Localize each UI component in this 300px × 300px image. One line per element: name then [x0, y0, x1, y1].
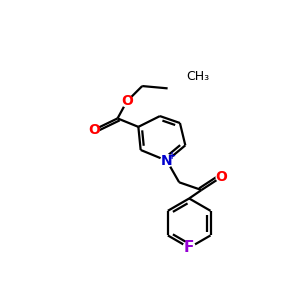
Circle shape	[183, 242, 195, 254]
Circle shape	[88, 124, 99, 135]
Text: +: +	[168, 151, 176, 161]
Circle shape	[161, 154, 173, 167]
Text: O: O	[216, 170, 227, 184]
Circle shape	[216, 172, 227, 182]
Text: O: O	[88, 123, 100, 137]
Text: F: F	[184, 240, 194, 255]
Text: N: N	[161, 154, 173, 168]
Circle shape	[122, 96, 132, 107]
Text: CH₃: CH₃	[186, 70, 209, 83]
Text: O: O	[121, 94, 133, 108]
